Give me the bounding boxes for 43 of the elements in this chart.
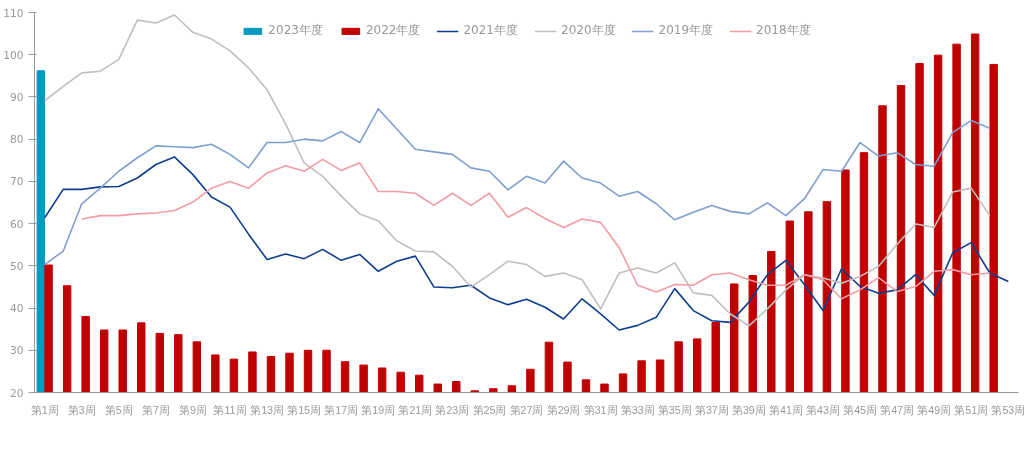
legend-label: 2023年度 xyxy=(268,22,323,39)
x-tick-label: 第35周 xyxy=(657,403,692,416)
legend-label: 2021年度 xyxy=(463,22,518,39)
x-tick-label: 第7周 xyxy=(141,403,170,416)
x-tick-label: 第27周 xyxy=(509,403,544,416)
x-tick-label: 第53周 xyxy=(991,403,1024,416)
legend-label: 2019年度 xyxy=(658,22,714,39)
x-tick-label: 第1周 xyxy=(30,403,59,416)
y-tick-label: 70 xyxy=(9,175,24,189)
legend-label: 2020年度 xyxy=(561,22,616,39)
x-tick-label: 第19周 xyxy=(361,403,396,416)
legend-label: 2022年度 xyxy=(365,22,421,39)
x-tick-label: 第5周 xyxy=(104,403,133,416)
x-tick-label: 第29周 xyxy=(546,403,581,416)
x-tick-label: 第45周 xyxy=(843,403,877,416)
x-tick-label: 第11周 xyxy=(213,403,247,416)
y-tick-label: 20 xyxy=(9,386,24,400)
x-tick-label: 第25周 xyxy=(472,403,507,416)
x-tick-label: 第13周 xyxy=(250,403,284,416)
x-tick-label: 第9周 xyxy=(178,403,207,416)
x-tick-label: 第41周 xyxy=(769,403,803,416)
x-tick-label: 第39周 xyxy=(731,403,766,416)
y-tick-label: 90 xyxy=(9,90,24,104)
x-tick-label: 第21周 xyxy=(398,403,433,416)
x-tick-label: 第15周 xyxy=(287,403,322,416)
x-tick-label: 第17周 xyxy=(324,403,359,416)
y-tick-label: 50 xyxy=(9,259,24,273)
x-tick-label: 第49周 xyxy=(917,403,952,416)
y-tick-label: 30 xyxy=(9,344,24,358)
y-tick-label: 80 xyxy=(9,133,24,147)
x-tick-label: 第51周 xyxy=(954,403,989,416)
x-tick-label: 第3周 xyxy=(67,403,96,416)
y-tick-label: 110 xyxy=(3,6,24,20)
x-tick-label: 第37周 xyxy=(694,403,729,416)
legend-label: 2018年度 xyxy=(756,22,811,39)
x-tick-label: 第23周 xyxy=(435,403,470,416)
y-tick-label: 40 xyxy=(9,302,24,316)
y-tick-label: 60 xyxy=(9,217,24,231)
x-tick-label: 第33周 xyxy=(620,403,655,416)
y-tick-label: 100 xyxy=(3,48,24,62)
x-tick-label: 第43周 xyxy=(806,403,840,416)
x-tick-label: 第47周 xyxy=(880,403,915,416)
x-tick-label: 第31周 xyxy=(583,403,618,416)
